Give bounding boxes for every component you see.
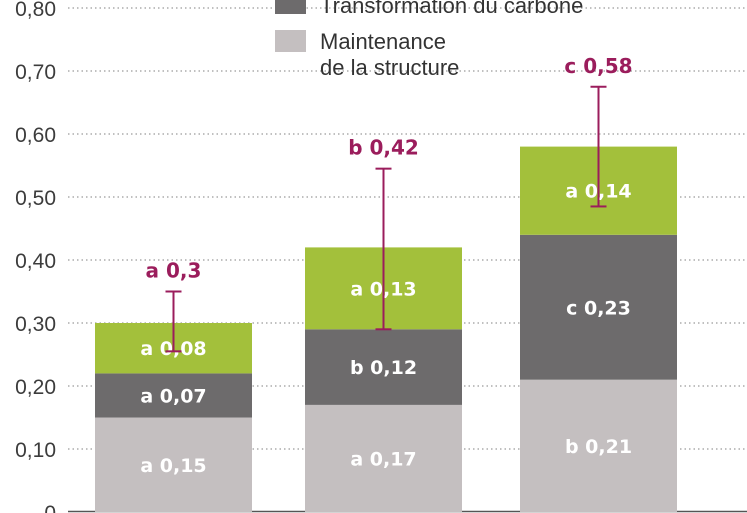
- y-tick-label-2: 0,20: [15, 376, 56, 399]
- bar-transformation-2: [520, 234, 677, 380]
- y-tick-label-5: 0,50: [15, 187, 56, 210]
- segment-label-maintenance-2: b 0,21: [565, 436, 632, 458]
- segment-label-maintenance-0: a 0,15: [140, 455, 206, 477]
- segment-label-transformation-1: b 0,12: [350, 357, 417, 379]
- legend-label-transformation-0: Transformation du carbone: [320, 0, 583, 18]
- y-tick-label-1: 0,10: [15, 439, 56, 462]
- y-tick-label-3: 0,30: [15, 313, 56, 336]
- total-label-0: a 0,3: [146, 259, 202, 283]
- y-tick-label-4: 0,40: [15, 250, 56, 273]
- y-tick-label-8: 0,80: [15, 0, 56, 21]
- total-label-2: c 0,58: [564, 54, 632, 78]
- bar-transformation-1: [305, 329, 462, 405]
- segment-label-transformation-0: a 0,07: [140, 385, 206, 407]
- bar-maintenance-0: [95, 417, 252, 512]
- segment-label-maintenance-1: a 0,17: [350, 448, 416, 470]
- legend-swatch-maintenance: [275, 30, 306, 52]
- bar-transformation-0: [95, 373, 252, 418]
- y-tick-label-0: 0: [44, 502, 56, 513]
- segment-label-transformation-2: c 0,23: [566, 297, 631, 319]
- y-tick-label-6: 0,60: [15, 124, 56, 147]
- legend-label-maintenance-0: Maintenance: [320, 29, 446, 54]
- legend-swatch-transformation: [275, 0, 306, 14]
- y-tick-label-7: 0,70: [15, 61, 56, 84]
- bar-maintenance-1: [305, 404, 462, 512]
- bar-maintenance-2: [520, 379, 677, 512]
- legend-label-maintenance-1: de la structure: [320, 55, 459, 80]
- total-label-1: b 0,42: [348, 136, 419, 160]
